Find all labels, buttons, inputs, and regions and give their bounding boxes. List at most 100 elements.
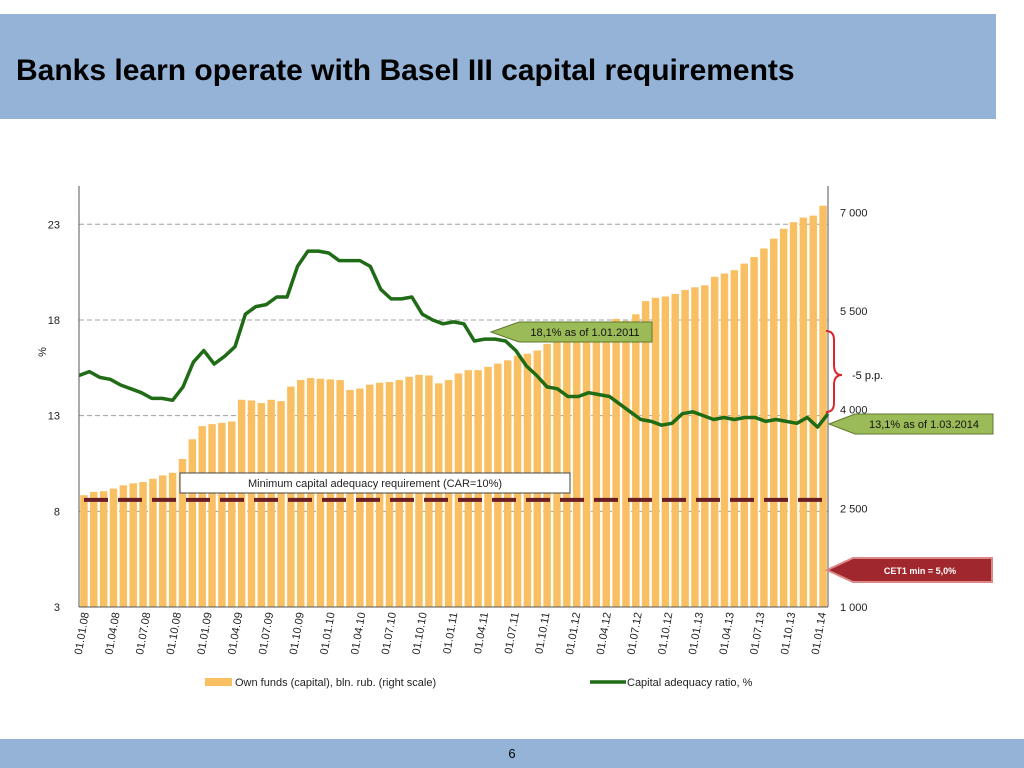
capital-bar bbox=[247, 400, 256, 607]
x-tick-label: 01.07.09 bbox=[257, 611, 276, 655]
capital-bar bbox=[395, 380, 404, 607]
capital-bar bbox=[819, 205, 827, 608]
legend: Own funds (capital), bln. rub. (right sc… bbox=[205, 677, 753, 689]
x-tick-label: 01.01.10 bbox=[318, 611, 337, 655]
capital-bar bbox=[592, 328, 601, 607]
x-tick-label: 01.07.13 bbox=[748, 611, 767, 655]
x-tick-label: 01.01.14 bbox=[810, 611, 829, 655]
capital-bar bbox=[168, 472, 177, 607]
capital-bar bbox=[257, 403, 266, 607]
left-tick-label: 18 bbox=[48, 315, 60, 327]
x-tick-label: 01.01.09 bbox=[195, 611, 214, 655]
capital-bar bbox=[563, 337, 571, 607]
capital-bar bbox=[228, 421, 236, 607]
x-tick-label: 01.07.08 bbox=[134, 611, 153, 655]
minimum-car-label: Minimum capital adequacy requirement (CA… bbox=[248, 478, 502, 490]
x-tick-label: 01.01.08 bbox=[73, 611, 92, 655]
x-tick-label: 01.07.10 bbox=[380, 611, 399, 655]
annotations: Minimum capital adequacy requirement (CA… bbox=[179, 321, 994, 583]
capital-bar bbox=[651, 297, 660, 607]
capital-bar bbox=[661, 296, 670, 607]
callout-cet1 bbox=[824, 557, 993, 583]
x-tick-label: 01.10.11 bbox=[533, 611, 552, 654]
capital-bar bbox=[198, 426, 206, 607]
slide-title: Banks learn operate with Basel III capit… bbox=[16, 54, 795, 87]
left-axis-label: % bbox=[37, 347, 49, 357]
capital-bar bbox=[691, 287, 699, 607]
capital-bar bbox=[582, 332, 591, 607]
x-tick-label: 01.01.13 bbox=[687, 611, 706, 655]
capital-bar bbox=[237, 399, 246, 607]
delta-label: -5 p.p. bbox=[852, 370, 883, 382]
capital-bar bbox=[80, 495, 88, 607]
capital-bar bbox=[385, 382, 394, 607]
left-tick-label: 13 bbox=[48, 411, 60, 423]
x-tick-label: 01.01.11 bbox=[441, 611, 460, 654]
capital-bar bbox=[188, 439, 197, 607]
capital-bars bbox=[80, 205, 827, 608]
capital-bar bbox=[129, 483, 137, 607]
title-band bbox=[0, 14, 996, 119]
callout-peak-2011 bbox=[489, 321, 653, 343]
x-tick-label: 01.10.09 bbox=[288, 611, 307, 655]
capital-bar bbox=[218, 422, 226, 607]
capital-bar bbox=[90, 491, 98, 607]
footer-band bbox=[0, 739, 1024, 768]
capital-bar bbox=[277, 401, 285, 607]
delta-brace bbox=[825, 330, 843, 413]
capital-bar bbox=[434, 383, 443, 607]
right-tick-label: 7 000 bbox=[840, 207, 868, 219]
capital-bar bbox=[720, 273, 729, 607]
capital-bar bbox=[119, 485, 128, 607]
capital-bar bbox=[297, 380, 305, 607]
legend-label-capital: Own funds (capital), bln. rub. (right sc… bbox=[235, 677, 436, 689]
capital-bar bbox=[159, 475, 167, 607]
callout-latest-2014 bbox=[827, 413, 994, 435]
capital-bar bbox=[750, 257, 758, 607]
capital-bar bbox=[809, 215, 817, 607]
x-tick-label: 01.07.12 bbox=[625, 611, 644, 655]
capital-bar bbox=[109, 488, 118, 607]
capital-bar bbox=[267, 399, 275, 607]
minimum-car-label-box bbox=[179, 472, 571, 494]
capital-bar bbox=[336, 380, 344, 607]
capital-bar bbox=[740, 263, 748, 607]
callout-cet1-label: CET1 min = 5,0% bbox=[884, 566, 956, 576]
capital-bar bbox=[178, 458, 187, 607]
capital-bar bbox=[779, 228, 788, 607]
x-tick-label: 01.01.12 bbox=[564, 611, 583, 655]
x-tick-label: 01.10.13 bbox=[779, 611, 798, 655]
right-tick-label: 5 500 bbox=[840, 306, 868, 318]
x-tick-label: 01.10.08 bbox=[165, 611, 184, 655]
capital-bar bbox=[622, 320, 630, 607]
x-tick-label: 01.04.09 bbox=[226, 611, 245, 655]
capital-bar bbox=[760, 248, 768, 608]
callout-peak-2011-label: 18,1% as of 1.01.2011 bbox=[530, 327, 639, 339]
car-line bbox=[78, 249, 830, 429]
legend-swatch-capital bbox=[205, 678, 232, 686]
capital-bar bbox=[149, 478, 157, 607]
capital-bar bbox=[681, 289, 689, 607]
x-tick-label: 01.04.13 bbox=[718, 611, 737, 655]
page-number: 6 bbox=[508, 746, 516, 761]
capital-bar bbox=[602, 324, 610, 607]
capital-bar bbox=[139, 482, 147, 607]
x-tick-label: 01.04.10 bbox=[349, 611, 368, 655]
capital-bar bbox=[444, 380, 453, 607]
capital-bar bbox=[641, 301, 650, 607]
capital-bar bbox=[356, 388, 364, 607]
x-tick-label: 01.04.11 bbox=[472, 611, 491, 654]
x-tick-label: 01.07.11 bbox=[503, 611, 522, 654]
callout-latest-2014-label: 13,1% as of 1.03.2014 bbox=[869, 419, 979, 431]
capital-bar bbox=[671, 293, 679, 607]
capital-bar bbox=[799, 217, 808, 607]
capital-bar bbox=[365, 384, 374, 607]
capital-bar bbox=[789, 222, 798, 607]
left-tick-label: 3 bbox=[54, 602, 60, 614]
capital-bar bbox=[770, 238, 778, 608]
capital-bar bbox=[208, 424, 216, 607]
capital-bar bbox=[346, 389, 354, 607]
x-tick-label: 01.04.12 bbox=[595, 611, 614, 655]
left-tick-label: 8 bbox=[54, 506, 60, 518]
